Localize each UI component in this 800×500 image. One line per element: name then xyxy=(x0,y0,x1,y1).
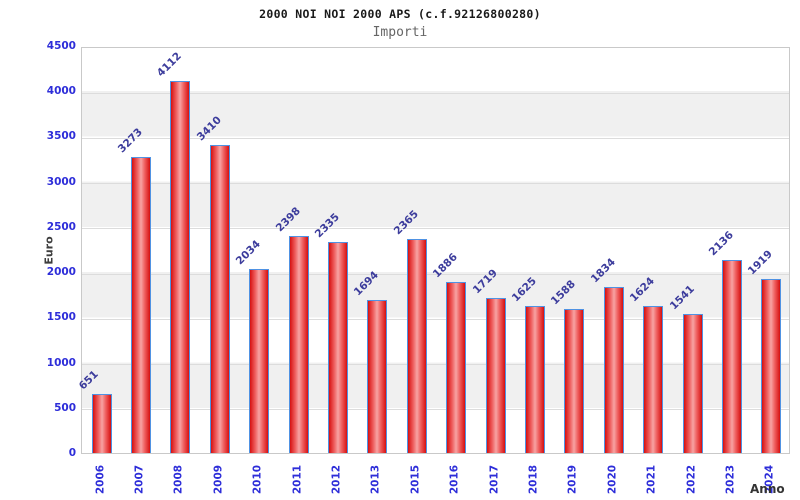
bar xyxy=(721,260,742,453)
bar xyxy=(91,394,112,453)
bar xyxy=(446,282,467,453)
y-tick-label: 4000 xyxy=(46,85,76,98)
bar xyxy=(170,81,191,453)
bar-value-label: 3273 xyxy=(115,126,146,156)
bar xyxy=(643,306,664,453)
bar-value-label: 1625 xyxy=(509,275,539,305)
x-tick-label: 2023 xyxy=(724,464,737,495)
x-tick-label: 2018 xyxy=(527,464,540,495)
chart-subtitle: Importi xyxy=(372,25,428,40)
x-tick-label: 2012 xyxy=(330,464,343,495)
x-tick-label: 2006 xyxy=(94,464,107,495)
x-tick-label: 2009 xyxy=(212,464,225,495)
bar-value-label: 3410 xyxy=(194,114,224,144)
x-tick-label: 2017 xyxy=(488,464,501,495)
bar-value-label: 1624 xyxy=(627,275,658,305)
bar xyxy=(209,145,230,453)
bar xyxy=(406,239,427,453)
gridline xyxy=(82,228,789,230)
bar-value-label: 2335 xyxy=(312,211,342,241)
y-tick-label: 4500 xyxy=(46,40,76,52)
bar-value-label: 1886 xyxy=(430,251,461,281)
x-tick-label: 2007 xyxy=(133,464,146,495)
x-tick-label: 2010 xyxy=(251,464,264,495)
y-tick-label: 2000 xyxy=(46,266,76,279)
y-tick-label: 1000 xyxy=(46,356,76,369)
bar-value-label: 2365 xyxy=(391,208,421,238)
gridline xyxy=(82,318,789,320)
bar-value-label: 4112 xyxy=(155,50,185,80)
y-tick-label: 3000 xyxy=(46,175,76,188)
bar-value-label: 1834 xyxy=(588,256,618,286)
y-tick-label: 500 xyxy=(54,401,76,414)
bar xyxy=(682,314,703,453)
bar xyxy=(249,269,270,453)
chart-title: 2000 NOI NOI 2000 APS (c.f.92126800280) xyxy=(259,7,541,21)
x-tick-label: 2015 xyxy=(409,464,422,495)
x-tick-label: 2008 xyxy=(172,464,185,495)
y-tick-label: 3500 xyxy=(46,130,76,143)
gridline xyxy=(82,183,789,185)
bar xyxy=(328,242,349,453)
bar-value-label: 2398 xyxy=(273,205,303,235)
bar xyxy=(524,306,545,453)
y-tick-label: 1500 xyxy=(46,311,76,324)
bar xyxy=(603,287,624,453)
bar-value-label: 1541 xyxy=(667,283,697,313)
x-tick-label: 2016 xyxy=(448,464,461,495)
y-tick-label: 0 xyxy=(68,447,76,459)
gridline xyxy=(82,137,789,139)
x-tick-label: 2011 xyxy=(291,464,304,495)
x-axis-title: Anno xyxy=(750,482,785,496)
bar xyxy=(761,279,782,453)
bar-value-label: 651 xyxy=(76,368,101,393)
x-tick-label: 2022 xyxy=(685,464,698,495)
gridline xyxy=(82,364,789,366)
bar-value-label: 1719 xyxy=(470,267,500,297)
bar xyxy=(564,309,585,453)
y-tick-label: 2500 xyxy=(46,220,76,233)
bar xyxy=(367,300,388,453)
bar-value-label: 2136 xyxy=(706,229,736,259)
plot-area: 651 3273 4112 3410 2034 2398 2335 1694 2365 1886 1… xyxy=(76,47,790,454)
gridline xyxy=(82,273,789,275)
x-tick-label: 2021 xyxy=(645,464,658,495)
x-tick-label: 2020 xyxy=(606,464,619,495)
gridline xyxy=(82,409,789,411)
gridline xyxy=(82,92,789,94)
bar xyxy=(131,157,152,453)
x-tick-label: 2013 xyxy=(369,464,382,495)
bar-value-label: 2034 xyxy=(234,238,264,268)
bar-value-label: 1588 xyxy=(549,278,579,308)
bar xyxy=(288,236,309,453)
bar xyxy=(485,298,506,453)
x-tick-label: 2019 xyxy=(566,464,579,495)
